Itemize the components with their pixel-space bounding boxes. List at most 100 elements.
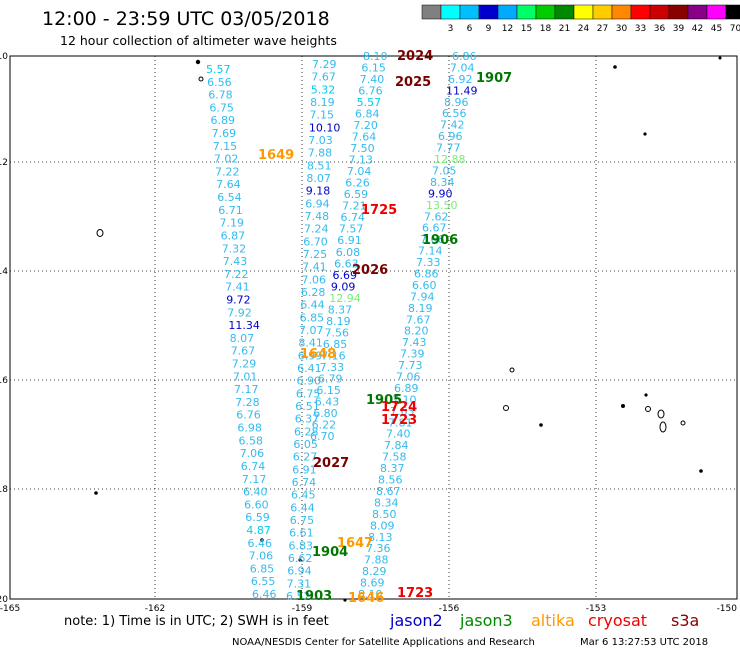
wave-height-value: 8.07 xyxy=(306,172,331,185)
plot-frame xyxy=(9,55,738,600)
latitude-label: -20 xyxy=(0,595,8,605)
wave-height-value: 7.36 xyxy=(366,542,391,555)
wave-height-value: 7.69 xyxy=(212,127,237,140)
legend-swatch xyxy=(440,4,461,20)
wave-height-value: 8.69 xyxy=(360,577,385,590)
wave-height-value: 6.79 xyxy=(318,372,343,385)
wave-height-value: 7.88 xyxy=(364,554,389,567)
wave-height-value: 6.80 xyxy=(313,407,338,420)
wave-height-value: 7.64 xyxy=(216,178,241,191)
wave-height-value: 7.77 xyxy=(436,142,461,155)
wave-height-value: 7.67 xyxy=(406,313,431,326)
wave-height-value: 7.06 xyxy=(240,447,265,460)
pass-time-label: 1903 xyxy=(296,589,332,604)
wave-height-value: 8.96 xyxy=(444,96,469,109)
wave-height-value: 8.37 xyxy=(328,303,353,316)
longitude-label: -156 xyxy=(439,604,460,614)
island-marker xyxy=(643,132,647,136)
wave-height-value: 6.08 xyxy=(336,246,361,259)
wave-height-value: 6.90 xyxy=(297,375,322,388)
wave-height-value: 6.85 xyxy=(250,562,274,575)
wave-height-value: 7.17 xyxy=(242,473,267,486)
pass-time-label: 1724 xyxy=(381,400,417,415)
wave-height-value: 5.57 xyxy=(357,96,382,109)
wave-height-value: 7.67 xyxy=(231,345,256,358)
wave-height-value: 6.70 xyxy=(310,430,335,443)
wave-height-value: 6.70 xyxy=(303,235,328,248)
wave-height-value: 6.74 xyxy=(341,211,366,224)
wave-height-value: 8.56 xyxy=(378,474,403,487)
wave-height-value: 6.40 xyxy=(243,486,268,499)
wave-height-value: 6.84 xyxy=(355,108,380,121)
wave-height-value: 7.16 xyxy=(321,349,346,362)
islands xyxy=(94,56,722,602)
map-subtitle: 12 hour collection of altimeter wave hei… xyxy=(60,33,337,48)
longitude-label: -159 xyxy=(292,604,313,614)
wave-height-value: 6.98 xyxy=(237,422,262,435)
pass-time-label: 2027 xyxy=(313,456,349,471)
wave-height-value: 7.07 xyxy=(299,324,324,337)
pass-time-label: 2024 xyxy=(397,49,433,64)
legend-tick-label: 42 xyxy=(692,24,703,34)
legend-tick-label: 33 xyxy=(635,24,646,34)
legend-swatch xyxy=(668,4,689,20)
legend-swatch xyxy=(516,4,537,20)
island-marker xyxy=(298,558,302,562)
pass-time-label: 1725 xyxy=(361,203,397,218)
wave-height-value: 7.43 xyxy=(402,336,427,349)
wave-height-value: 8.10 xyxy=(363,50,388,63)
wave-height-value: 7.63 xyxy=(390,405,415,418)
wave-height-value: 12.88 xyxy=(434,153,466,166)
wave-height-value: 7.88 xyxy=(308,147,333,160)
wave-height-value: 6.75 xyxy=(209,101,234,114)
satellite-name-s3a: s3a xyxy=(671,611,699,630)
wave-height-value: 6.59 xyxy=(344,188,369,201)
wave-height-value: 9.90 xyxy=(428,187,453,200)
pass-time-label: 1648 xyxy=(300,347,336,362)
legend-swatch xyxy=(611,4,632,20)
wave-height-value: 6.28 xyxy=(294,425,319,438)
wave-height-value: 7.42 xyxy=(440,119,465,132)
wave-height-value: 8.13 xyxy=(368,531,393,544)
pass-time-label: 2025 xyxy=(395,75,431,90)
legend-tick-label: 30 xyxy=(616,24,628,34)
wave-height-value: 6.15 xyxy=(361,62,386,75)
wave-height-value: 7.29 xyxy=(312,58,337,71)
wave-height-value: 6.60 xyxy=(412,279,437,292)
wave-height-value: 6.94 xyxy=(287,565,312,578)
wave-height-value: 7.73 xyxy=(398,359,423,372)
wave-height-value: 10.10 xyxy=(309,121,341,134)
island-marker xyxy=(94,491,98,495)
wave-height-observations: 5.576.566.786.756.897.697.157.027.227.64… xyxy=(206,50,478,603)
wave-height-value: 6.46 xyxy=(252,588,277,601)
wave-height-value: 6.62 xyxy=(288,552,313,565)
footer-credit: NOAA/NESDIS Center for Satellite Applica… xyxy=(232,637,535,648)
island-marker xyxy=(680,420,686,426)
legend-swatch xyxy=(630,4,651,20)
island-marker xyxy=(613,65,617,69)
wave-height-value: 7.57 xyxy=(339,223,364,236)
wave-height-value: 6.27 xyxy=(293,451,318,464)
satellite-name-jason3: jason3 xyxy=(459,611,513,630)
wave-height-value: 7.29 xyxy=(232,358,256,371)
legend-tick-label: 12 xyxy=(502,24,513,34)
wave-height-value: 7.21 xyxy=(342,200,367,213)
wave-height-value: 7.40 xyxy=(360,73,385,86)
wave-height-value: 7.10 xyxy=(392,393,417,406)
legend-tick-label: 6 xyxy=(467,24,473,34)
wave-height-value: 7.56 xyxy=(325,326,350,339)
wave-height-value: 7.06 xyxy=(249,550,274,563)
wave-height-value: 8.07 xyxy=(230,332,255,345)
satellite-name-altika: altika xyxy=(531,611,575,630)
satellite-name-cryosat: cryosat xyxy=(588,611,647,630)
island-marker xyxy=(699,469,703,473)
wave-height-value: 7.92 xyxy=(227,306,252,319)
wave-height-value: 7.22 xyxy=(215,165,240,178)
wave-height-value: 6.85 xyxy=(300,311,325,324)
wave-height-value: 8.10 xyxy=(358,588,383,601)
legend-swatch xyxy=(592,4,613,20)
wave-height-value: 7.81 xyxy=(388,416,413,429)
legend-swatch xyxy=(687,4,708,20)
wave-height-value: 6.28 xyxy=(301,286,326,299)
wave-height-value: 6.67 xyxy=(422,222,447,235)
